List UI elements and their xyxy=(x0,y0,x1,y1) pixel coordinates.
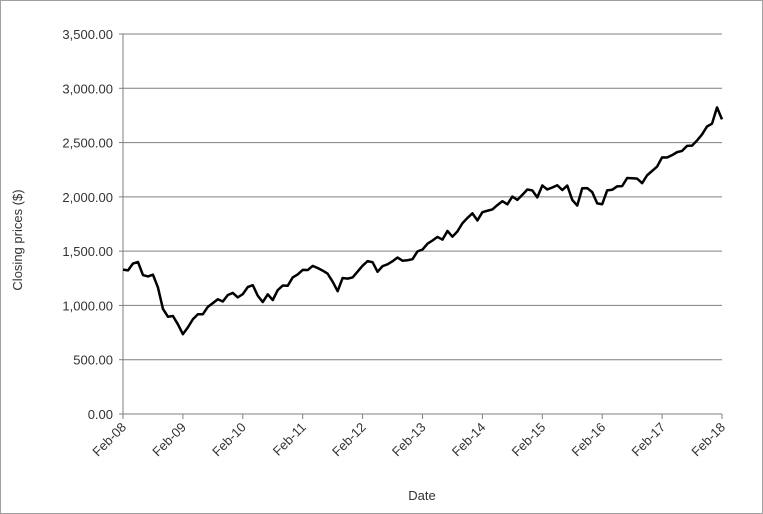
y-tick-label: 3,500.00 xyxy=(62,27,113,42)
x-axis-label: Date xyxy=(408,488,435,503)
y-tick-label: 2,500.00 xyxy=(62,136,113,151)
y-tick-label: 1,000.00 xyxy=(62,298,113,313)
y-tick-label: 0.00 xyxy=(88,407,113,422)
y-axis-label: Closing prices ($) xyxy=(10,189,25,290)
y-tick-label: 3,000.00 xyxy=(62,81,113,96)
y-tick-label: 2,000.00 xyxy=(62,190,113,205)
y-tick-label: 500.00 xyxy=(73,353,113,368)
y-tick-label: 1,500.00 xyxy=(62,244,113,259)
price-line xyxy=(122,106,724,336)
